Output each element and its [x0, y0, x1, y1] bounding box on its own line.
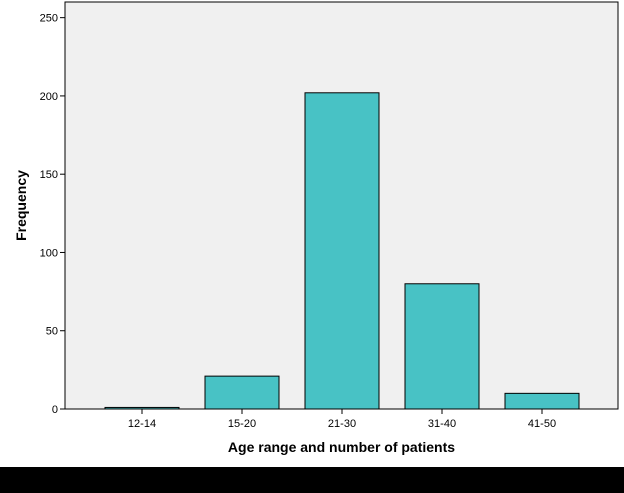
y-tick-label: 150	[40, 169, 58, 181]
bar-31-40	[404, 283, 480, 410]
bar-15-20	[204, 375, 280, 410]
x-tick-label: 12-14	[128, 418, 156, 430]
bar-12-14	[104, 406, 180, 410]
x-tick-label: 41-50	[528, 418, 556, 430]
bar-41-50	[504, 392, 580, 410]
x-axis-title: Age range and number of patients	[228, 439, 455, 455]
y-tick-label: 100	[40, 247, 58, 259]
y-tick-label: 250	[40, 13, 58, 25]
x-tick-label: 21-30	[328, 418, 356, 430]
bottom-bar	[0, 467, 624, 493]
x-tick-label: 15-20	[228, 418, 256, 430]
y-axis: 0 50 100 150 200 250	[40, 13, 65, 416]
y-axis-title: Frequency	[13, 170, 29, 241]
bars	[104, 92, 580, 410]
x-axis: 12-14 15-20 21-30 31-40 41-50	[128, 409, 556, 430]
x-tick-label: 31-40	[428, 418, 456, 430]
y-tick-label: 0	[52, 404, 58, 416]
bar-21-30	[304, 92, 380, 410]
y-tick-label: 200	[40, 91, 58, 103]
y-tick-label: 50	[46, 326, 58, 338]
